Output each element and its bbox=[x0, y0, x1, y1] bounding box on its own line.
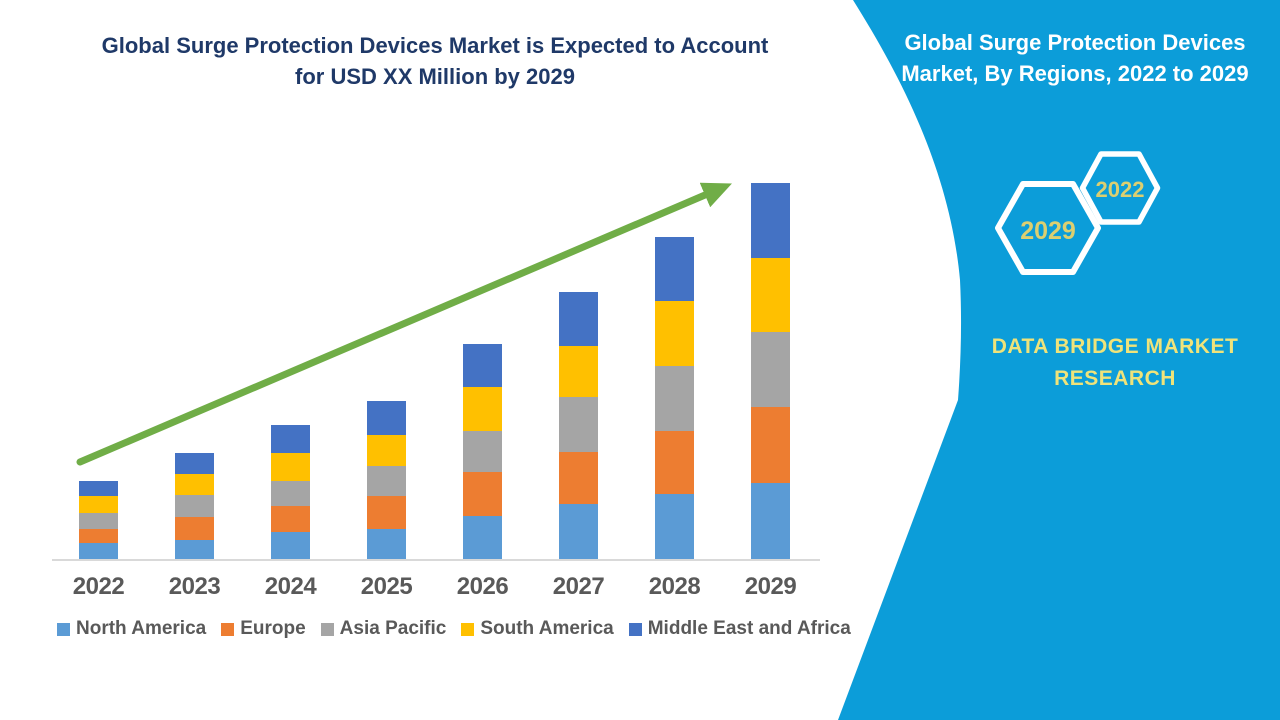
bar-segment-middle-east-and-africa-2022 bbox=[79, 481, 118, 496]
bar-segment-asia-pacific-2022 bbox=[79, 513, 118, 529]
sidebar-title: Global Surge Protection Devices Market, … bbox=[880, 27, 1270, 89]
legend-label-south-america: South America bbox=[480, 618, 614, 639]
legend-item-europe: Europe bbox=[221, 618, 306, 640]
brand-line2: RESEARCH bbox=[1054, 367, 1176, 390]
bar-segment-north-america-2022 bbox=[79, 543, 118, 560]
bar-segment-europe-2025 bbox=[367, 496, 406, 529]
trend-arrow-line bbox=[76, 182, 732, 466]
bar-segment-asia-pacific-2023 bbox=[175, 495, 214, 517]
sidebar-swoosh-shape bbox=[838, 0, 1280, 720]
legend-item-north-america: North America bbox=[57, 618, 206, 640]
bar-segment-middle-east-and-africa-2025 bbox=[367, 401, 406, 435]
bar-segment-south-america-2028 bbox=[655, 301, 694, 366]
bar-segment-north-america-2024 bbox=[271, 532, 310, 560]
x-axis-label-2025: 2025 bbox=[360, 573, 413, 600]
brand-line1: DATA BRIDGE MARKET bbox=[991, 335, 1239, 358]
sidebar-title-line1: Global Surge Protection Devices bbox=[904, 30, 1246, 55]
bar-segment-south-america-2022 bbox=[79, 496, 118, 513]
legend-swatch-middle-east-and-africa bbox=[628, 622, 642, 636]
x-axis-label-2027: 2027 bbox=[552, 573, 605, 600]
bar-segment-europe-2029 bbox=[751, 407, 790, 483]
bar-segment-europe-2024 bbox=[271, 506, 310, 532]
legend-swatch-europe bbox=[221, 622, 235, 636]
bar-segment-south-america-2025 bbox=[367, 435, 406, 466]
bar-segment-north-america-2025 bbox=[367, 529, 406, 560]
bar-segment-south-america-2023 bbox=[175, 474, 214, 495]
bar-segment-asia-pacific-2028 bbox=[655, 366, 694, 431]
chart-legend: North America Europe Asia Pacific South Ame… bbox=[57, 618, 851, 640]
legend-item-middle-east-and-africa: Middle East and Africa bbox=[628, 618, 851, 640]
legend-item-asia-pacific: Asia Pacific bbox=[320, 618, 447, 640]
bar-segment-south-america-2026 bbox=[463, 387, 502, 431]
legend-label-middle-east-and-africa: Middle East and Africa bbox=[647, 618, 851, 639]
bar-segment-north-america-2027 bbox=[559, 504, 598, 560]
bar-segment-asia-pacific-2026 bbox=[463, 431, 502, 472]
page-title: Global Surge Protection Devices Market i… bbox=[55, 30, 815, 92]
bar-segment-north-america-2029 bbox=[751, 483, 790, 560]
legend-swatch-asia-pacific bbox=[320, 622, 334, 636]
bar-segment-middle-east-and-africa-2027 bbox=[559, 292, 598, 346]
bar-segment-south-america-2024 bbox=[271, 453, 310, 481]
x-axis-label-2022: 2022 bbox=[72, 573, 125, 600]
bar-segment-south-america-2029 bbox=[751, 258, 790, 332]
bar-segment-europe-2026 bbox=[463, 472, 502, 516]
x-axis-label-2029: 2029 bbox=[744, 573, 797, 600]
bar-segment-north-america-2023 bbox=[175, 540, 214, 560]
x-axis-label-2023: 2023 bbox=[168, 573, 221, 600]
x-axis-label-2028: 2028 bbox=[648, 573, 701, 600]
x-axis-label-2024: 2024 bbox=[264, 573, 317, 600]
hexagon-2029-outline bbox=[995, 181, 1101, 275]
legend-label-asia-pacific: Asia Pacific bbox=[339, 618, 447, 639]
x-axis-label-2026: 2026 bbox=[456, 573, 509, 600]
x-axis-line bbox=[52, 559, 820, 561]
bar-segment-europe-2027 bbox=[559, 452, 598, 504]
bar-segment-asia-pacific-2025 bbox=[367, 466, 406, 496]
legend-swatch-south-america bbox=[461, 622, 475, 636]
page-title-line1: Global Surge Protection Devices Market i… bbox=[101, 33, 769, 58]
bar-segment-middle-east-and-africa-2026 bbox=[463, 344, 502, 387]
sidebar-title-line2: Market, By Regions, 2022 to 2029 bbox=[901, 61, 1249, 86]
bar-segment-middle-east-and-africa-2023 bbox=[175, 453, 214, 474]
bar-segment-north-america-2026 bbox=[463, 516, 502, 560]
legend-swatch-north-america bbox=[57, 622, 70, 636]
bar-segment-asia-pacific-2029 bbox=[751, 332, 790, 407]
bar-segment-middle-east-and-africa-2029 bbox=[751, 183, 790, 258]
hexagon-year-2022: 2022 bbox=[1095, 177, 1145, 202]
legend-label-europe: Europe bbox=[240, 618, 306, 639]
page-title-line2: for USD XX Million by 2029 bbox=[295, 64, 575, 89]
bar-segment-south-america-2027 bbox=[559, 346, 598, 397]
bar-segment-middle-east-and-africa-2024 bbox=[271, 425, 310, 453]
bar-segment-asia-pacific-2027 bbox=[559, 397, 598, 452]
bar-segment-europe-2028 bbox=[655, 431, 694, 494]
bar-segment-europe-2023 bbox=[175, 517, 214, 540]
legend-label-north-america: North America bbox=[76, 618, 207, 639]
hexagon-2022-outline bbox=[1079, 151, 1161, 225]
bar-segment-middle-east-and-africa-2028 bbox=[655, 237, 694, 301]
brand-name: DATA BRIDGE MARKET RESEARCH bbox=[955, 331, 1275, 395]
legend-item-south-america: South America bbox=[461, 618, 614, 640]
bar-segment-asia-pacific-2024 bbox=[271, 481, 310, 506]
hexagon-year-2029: 2029 bbox=[1020, 217, 1076, 245]
bar-segment-europe-2022 bbox=[79, 529, 118, 543]
bar-segment-north-america-2028 bbox=[655, 494, 694, 560]
